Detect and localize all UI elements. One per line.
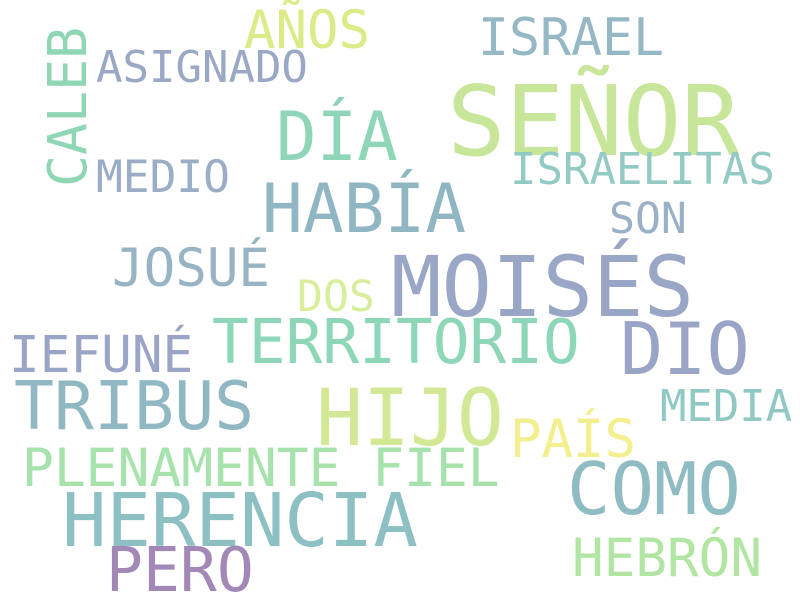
word-moises: MOISÉS [391, 238, 695, 337]
word-hijo: HIJO [316, 374, 504, 465]
word-pais: PAÍS [510, 409, 636, 470]
word-son: SON [609, 193, 687, 244]
word-medio: MEDIO [96, 151, 230, 203]
word-dio: DIO [620, 306, 750, 391]
word-como: COMO [567, 447, 741, 532]
word-anos: AÑOS [244, 0, 370, 61]
word-herencia: HERENCIA [62, 477, 418, 564]
word-iefune: IEFUNÉ [9, 325, 194, 385]
word-josue: JOSUÉ [112, 238, 271, 300]
word-territorio: TERRITORIO [212, 307, 580, 379]
word-pero: PERO [106, 535, 254, 600]
word-tribus: TRIBUS [14, 367, 255, 446]
word-israelitas: ISRAELITAS [510, 144, 775, 196]
word-asignado: ASIGNADO [96, 42, 308, 94]
word-senor: SEÑOR [447, 64, 740, 178]
word-habia: HABÍA [262, 168, 467, 248]
word-israel: ISRAEL [478, 8, 665, 68]
word-media: MEDIA [660, 381, 793, 433]
word-hebron: HEBRÓN [572, 528, 762, 590]
word-caleb: CALEB [37, 26, 100, 187]
word-plenamente-fiel: PLENAMENTE FIEL [22, 438, 500, 500]
word-dia: DÍA [276, 97, 398, 177]
word-dos: DOS [297, 271, 375, 322]
